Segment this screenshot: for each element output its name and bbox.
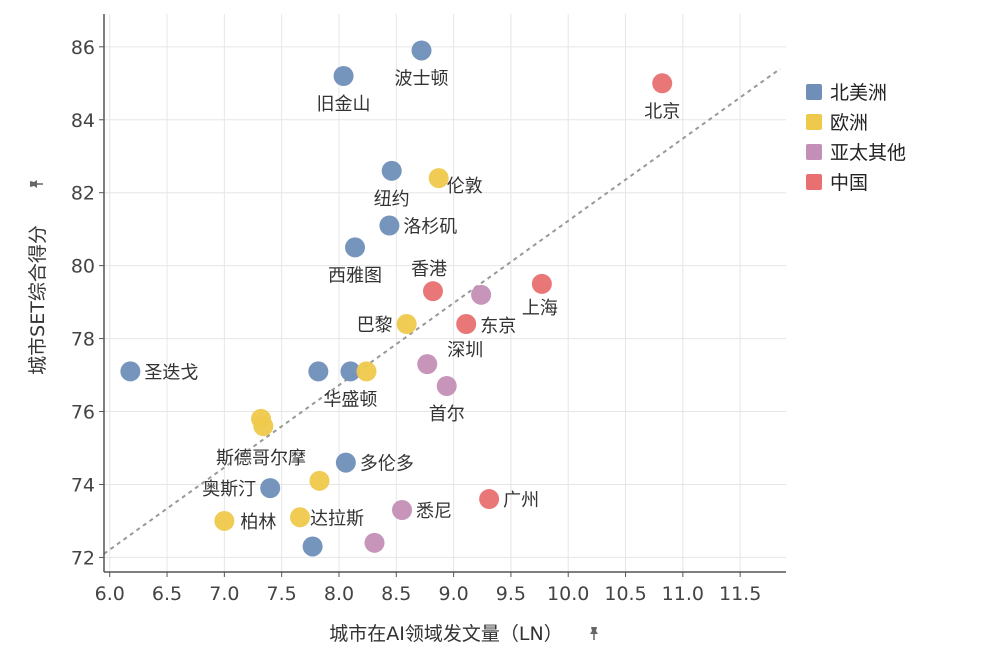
data-point[interactable] [396, 314, 417, 334]
y-tick-label: 78 [71, 329, 95, 351]
x-tick-label: 10.0 [547, 583, 589, 605]
data-point[interactable] [428, 168, 449, 189]
y-tick-label: 84 [71, 110, 95, 132]
legend-swatch[interactable] [806, 144, 822, 160]
data-point[interactable] [392, 500, 413, 520]
x-axis-ticks: 6.0 6.5 7.0 7.5 8.0 8.5 9.0 9.5 10.0 10.5 11.0 11.5 [95, 572, 761, 605]
point-label: 柏林 [240, 512, 276, 533]
point-label: 斯德哥尔摩 [216, 448, 306, 469]
y-tick-label: 80 [71, 256, 95, 278]
point-label: 巴黎 [357, 315, 393, 336]
legend-swatch[interactable] [806, 84, 822, 100]
x-tick-label: 9.5 [496, 583, 526, 605]
data-point[interactable] [531, 273, 552, 294]
x-tick-label: 8.5 [381, 583, 411, 605]
grid-lines [104, 14, 786, 572]
y-tick-label: 74 [71, 474, 95, 496]
point-label: 东京 [480, 316, 516, 337]
point-label: 香港 [411, 259, 447, 280]
legend-label[interactable]: 中国 [830, 172, 868, 194]
data-point[interactable] [471, 284, 492, 305]
point-label: 上海 [522, 298, 558, 319]
pin-icon[interactable] [30, 180, 43, 188]
y-axis-title-group: 城市SET综合得分 [27, 225, 49, 375]
data-point[interactable] [335, 452, 356, 473]
data-point[interactable] [652, 73, 673, 94]
data-points [120, 40, 673, 557]
legend-swatch[interactable] [806, 174, 822, 190]
data-point[interactable] [356, 361, 377, 382]
data-point[interactable] [381, 160, 402, 181]
data-point[interactable] [120, 361, 141, 382]
point-label: 纽约 [374, 189, 410, 210]
x-tick-label: 11.5 [719, 583, 761, 605]
x-axis-title: 城市在AI领域发文量（LN） [329, 623, 562, 645]
y-tick-label: 72 [71, 547, 95, 569]
data-point[interactable] [260, 478, 281, 499]
point-label: 广州 [503, 490, 539, 511]
data-point[interactable] [456, 314, 477, 334]
y-axis-title: 城市SET综合得分 [27, 225, 49, 375]
x-tick-label: 8.0 [324, 583, 354, 605]
x-tick-label: 6.0 [95, 583, 125, 605]
data-point[interactable] [422, 281, 443, 302]
point-label: 圣迭戈 [144, 362, 198, 383]
legend-label[interactable]: 亚太其他 [830, 142, 906, 164]
x-tick-label: 7.5 [267, 583, 297, 605]
point-label: 深圳 [447, 340, 483, 361]
data-point[interactable] [309, 470, 330, 491]
x-tick-label: 7.0 [209, 583, 239, 605]
data-point[interactable] [308, 361, 329, 382]
y-tick-label: 86 [71, 37, 95, 59]
point-label: 奥斯汀 [202, 479, 256, 500]
data-point[interactable] [411, 40, 432, 61]
point-label: 波士顿 [395, 68, 449, 89]
x-tick-label: 6.5 [152, 583, 182, 605]
data-point[interactable] [333, 66, 354, 86]
data-point[interactable] [436, 376, 457, 396]
data-point[interactable] [340, 361, 361, 382]
y-axis-ticks: 72 74 76 78 80 82 84 86 [71, 37, 104, 569]
data-point[interactable] [214, 510, 235, 531]
legend-label[interactable]: 北美洲 [830, 82, 887, 104]
data-point[interactable] [379, 215, 400, 236]
data-point[interactable] [290, 507, 311, 528]
point-label: 旧金山 [317, 94, 371, 115]
point-label: 达拉斯 [310, 508, 364, 529]
point-label: 悉尼 [416, 501, 452, 522]
x-axis-title-group: 城市在AI领域发文量（LN） [329, 623, 598, 645]
x-tick-label: 9.0 [438, 583, 468, 605]
point-label: 西雅图 [328, 265, 382, 286]
point-label: 首尔 [429, 404, 465, 425]
point-label: 华盛顿 [323, 389, 377, 410]
legend-swatch[interactable] [806, 114, 822, 130]
point-label: 多伦多 [360, 454, 414, 475]
y-tick-label: 76 [71, 402, 95, 424]
point-label: 洛杉矶 [403, 217, 457, 238]
y-tick-label: 82 [71, 183, 95, 205]
point-label: 北京 [644, 101, 680, 122]
x-tick-label: 10.5 [604, 583, 646, 605]
legend-label[interactable]: 欧洲 [830, 112, 868, 134]
data-point[interactable] [364, 532, 385, 553]
pin-icon[interactable] [590, 627, 598, 640]
data-point[interactable] [253, 416, 274, 437]
data-point[interactable] [302, 536, 323, 557]
data-point[interactable] [479, 489, 500, 510]
data-point[interactable] [345, 237, 366, 258]
trend-line [103, 67, 781, 555]
data-point[interactable] [417, 354, 438, 375]
point-label: 伦敦 [447, 176, 483, 197]
x-tick-label: 11.0 [662, 583, 704, 605]
axes [103, 14, 786, 573]
